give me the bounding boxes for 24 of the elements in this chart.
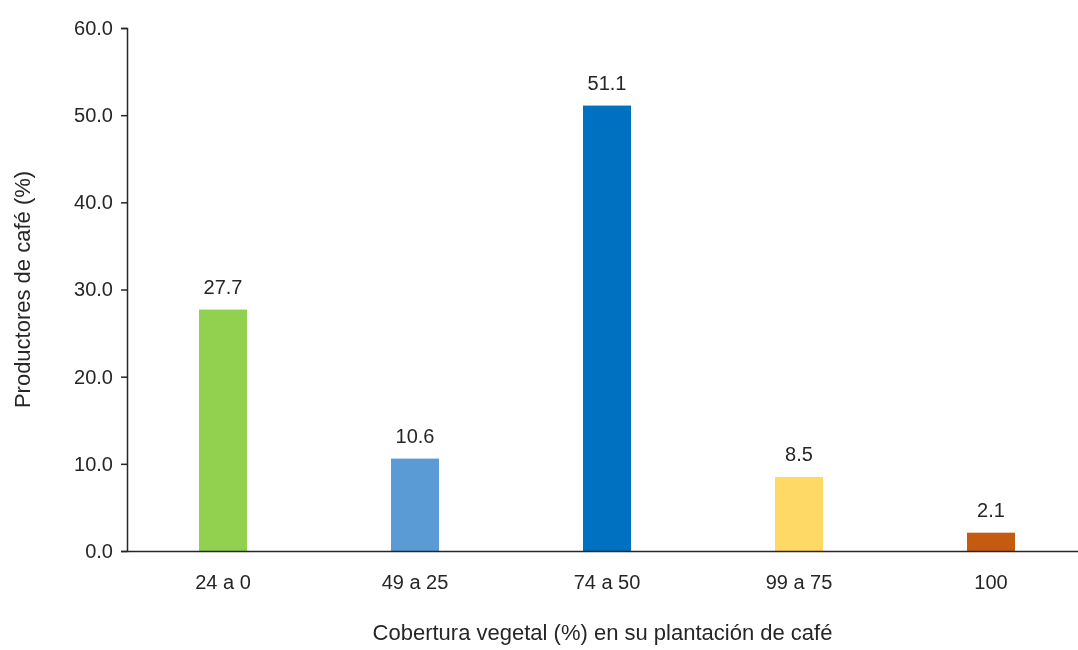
data-label: 27.7 — [203, 275, 243, 298]
x-tick-label: 49 a 25 — [381, 571, 449, 594]
y-tick-label: 30.0 — [74, 278, 113, 301]
bar — [391, 458, 439, 551]
bar — [199, 309, 247, 551]
y-tick-label: 20.0 — [74, 365, 113, 388]
x-tick-label: 100 — [974, 571, 1008, 594]
data-label: 51.1 — [587, 71, 627, 94]
data-label: 2.1 — [977, 498, 1005, 521]
data-label: 10.6 — [395, 424, 435, 447]
x-tick-label: 99 a 75 — [765, 571, 833, 594]
y-tick-label: 10.0 — [74, 452, 113, 475]
y-tick-label: 40.0 — [74, 191, 113, 214]
y-tick-label: 50.0 — [74, 104, 113, 127]
bar — [967, 532, 1015, 551]
bar — [775, 476, 823, 551]
y-tick-label: 0.0 — [85, 539, 113, 562]
x-tick-label: 24 a 0 — [195, 571, 251, 594]
y-axis-title: Productores de café (%) — [10, 170, 35, 409]
x-tick-label: 74 a 50 — [573, 571, 641, 594]
data-label: 8.5 — [785, 442, 813, 465]
bar — [583, 105, 631, 551]
x-axis-title: Cobertura vegetal (%) en su plantación de café — [372, 620, 833, 645]
y-tick-label: 60.0 — [74, 16, 113, 39]
